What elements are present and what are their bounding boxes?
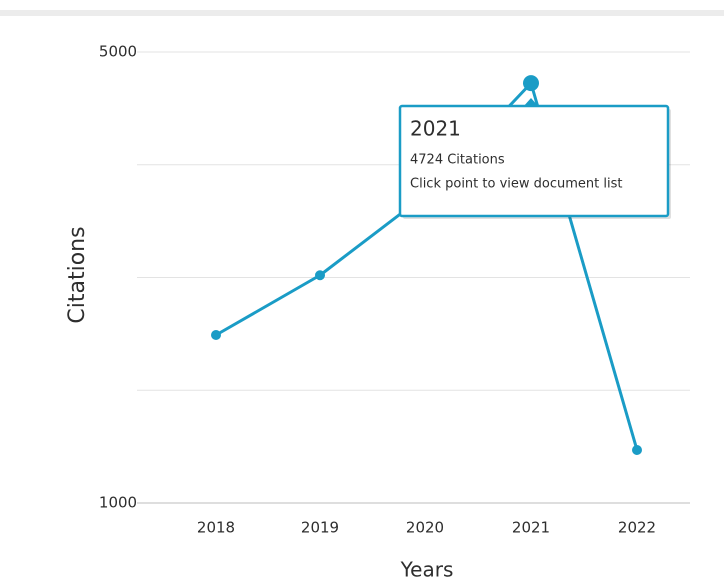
x-tick-label: 2018	[197, 519, 235, 537]
point	[523, 75, 539, 92]
point	[632, 445, 642, 456]
y-tick-label: 1000	[99, 494, 137, 512]
point	[211, 330, 221, 341]
tooltip-line: Click point to view document list	[410, 177, 622, 192]
x-tick-label: 2021	[512, 519, 550, 537]
x-tick-label: 2022	[618, 519, 656, 537]
tooltip-pointer	[523, 98, 539, 107]
top-bar	[0, 10, 724, 16]
x-tick-label: 2019	[301, 519, 339, 537]
tooltip-title: 2021	[410, 117, 461, 141]
x-axis-label: Years	[400, 558, 454, 582]
tooltip: 2021 4724 Citations Click point to view do…	[398, 98, 671, 219]
x-tick-label: 2020	[406, 519, 444, 537]
point	[315, 270, 325, 281]
tooltip-line: 4724 Citations	[410, 153, 505, 168]
y-tick-label: 5000	[99, 43, 137, 61]
y-axis-label: Citations	[65, 226, 90, 323]
